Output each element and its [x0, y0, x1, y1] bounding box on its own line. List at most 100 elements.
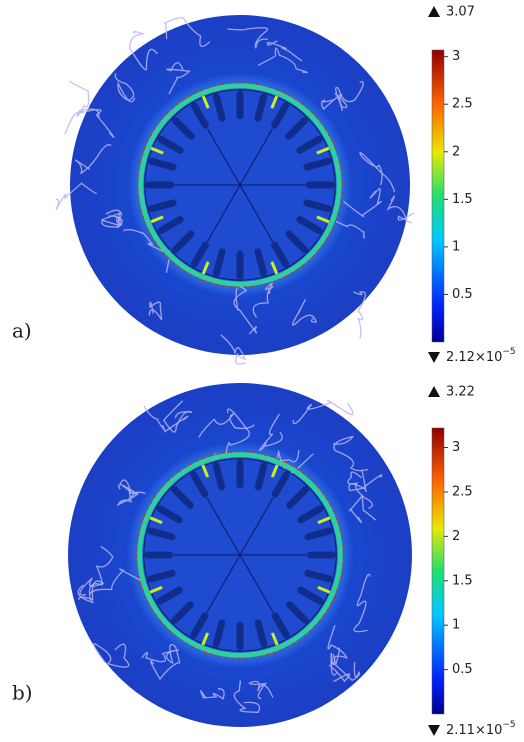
slot — [304, 527, 333, 541]
field-line — [116, 488, 139, 507]
colorbar-tick-label: 3 — [452, 49, 460, 64]
slot — [148, 157, 177, 171]
field-line — [118, 479, 146, 495]
field-line — [347, 471, 373, 509]
shaft-line — [239, 184, 274, 242]
field-line — [123, 229, 171, 274]
min-label: 2.12×10−5 — [446, 347, 516, 365]
slot — [190, 612, 209, 639]
field-line — [291, 298, 318, 326]
colorbar-tick-label: 0.5 — [452, 662, 473, 677]
slot — [190, 102, 209, 129]
slot — [190, 471, 209, 498]
slot — [285, 230, 308, 253]
shaft-line — [239, 128, 274, 186]
field-line — [266, 40, 303, 62]
hot-tooth — [201, 464, 210, 478]
max-label: 3.22 — [446, 385, 475, 400]
field-line — [114, 73, 136, 103]
colorbar-tick-label: 3 — [452, 440, 460, 455]
hot-tooth — [270, 95, 279, 109]
field-line — [359, 151, 396, 193]
slot — [297, 586, 324, 605]
field-line — [77, 568, 142, 604]
field-line — [332, 435, 369, 472]
air-gap-edge — [137, 82, 343, 288]
field-line — [166, 62, 191, 95]
field-line — [252, 281, 274, 318]
air-gap — [138, 83, 342, 287]
slot — [157, 135, 184, 154]
field-line — [163, 400, 193, 433]
hot-tooth — [270, 261, 279, 275]
hot-tooth — [270, 632, 279, 646]
field-line — [258, 413, 283, 451]
field-line — [348, 495, 377, 524]
colorbar-tick-label: 0.5 — [452, 287, 473, 302]
slot — [285, 117, 308, 140]
slot — [271, 471, 290, 498]
slot — [157, 216, 184, 235]
field-line — [148, 301, 163, 321]
slot — [303, 157, 332, 171]
slot — [286, 486, 309, 509]
colorbar-tick-label: 1 — [452, 239, 460, 254]
field-line — [330, 654, 361, 682]
field-line — [386, 195, 414, 224]
field-line — [68, 80, 100, 119]
slot — [147, 569, 176, 583]
colorbar-tick-label: 1.5 — [452, 192, 473, 207]
field-line — [353, 573, 371, 633]
slot — [212, 619, 226, 648]
field-line — [129, 30, 158, 71]
field-line — [88, 545, 114, 596]
hot-tooth — [201, 261, 210, 275]
shaft-line — [206, 554, 241, 613]
colorbar-tick-label: 2.5 — [452, 97, 473, 112]
panel-label: b) — [12, 681, 33, 705]
colorbar-tick-label: 2 — [452, 529, 460, 544]
slot — [156, 586, 183, 605]
shaft-line — [239, 497, 274, 556]
slot — [271, 241, 290, 268]
field-line — [327, 624, 348, 666]
field-line — [64, 109, 115, 138]
shaft-line — [206, 128, 241, 186]
slot — [171, 486, 194, 509]
slot — [156, 505, 183, 524]
slot — [190, 241, 209, 268]
hot-tooth — [201, 632, 210, 646]
field-line — [101, 209, 123, 228]
colorbar-tick-label: 2 — [452, 144, 460, 159]
hot-tooth — [150, 146, 164, 155]
hot-tooth — [149, 585, 163, 594]
field-line — [74, 144, 112, 175]
slot — [303, 199, 332, 213]
min-mantissa: 2.12×10 — [446, 350, 502, 365]
min-marker — [428, 352, 440, 363]
slot — [212, 462, 226, 491]
slot — [304, 569, 333, 583]
field-line — [198, 412, 255, 438]
min-exponent: −5 — [502, 720, 515, 730]
field-line — [149, 643, 181, 681]
slot — [172, 230, 195, 253]
min-label: 2.11×10−5 — [446, 720, 516, 738]
hot-tooth — [317, 585, 331, 594]
hot-tooth — [150, 215, 164, 224]
field-line — [257, 47, 308, 74]
max-marker — [428, 386, 440, 397]
colorbar-tick-label: 1 — [452, 618, 460, 633]
field-line — [220, 334, 247, 365]
slot — [296, 216, 323, 235]
hot-tooth — [316, 215, 330, 224]
slot — [254, 462, 268, 491]
max-label: 3.07 — [446, 5, 475, 20]
field-line — [348, 469, 383, 493]
slot — [148, 199, 177, 213]
field-line — [227, 27, 269, 49]
field-line — [233, 286, 258, 335]
min-marker — [428, 725, 440, 736]
field-line — [353, 291, 367, 339]
